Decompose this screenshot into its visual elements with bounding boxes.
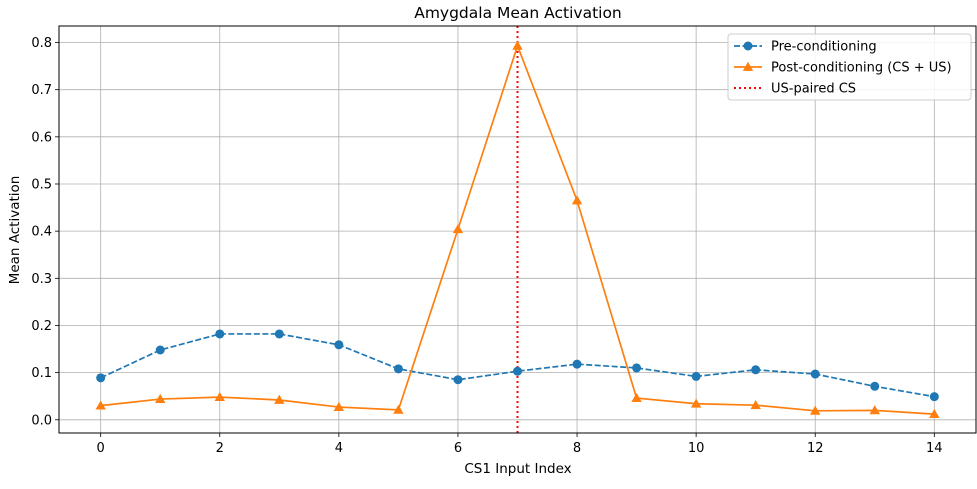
data-point (869, 405, 880, 415)
legend-marker (742, 61, 754, 71)
data-point (631, 392, 642, 403)
series-line (100, 333, 935, 398)
x-tick-label: 10 (688, 441, 705, 456)
data-point (929, 408, 940, 419)
data-point (810, 405, 821, 415)
legend-entry: US-paired CS (734, 82, 856, 97)
y-tick-label: 0.3 (31, 272, 52, 287)
data-point (452, 224, 464, 234)
data-point (512, 40, 523, 50)
y-tick-label: 0.7 (31, 83, 52, 98)
data-point (155, 393, 166, 403)
x-axis: 0 2 4 6 8 10 12 14 (97, 433, 943, 456)
data-point (393, 404, 404, 414)
legend-label: US-paired CS (771, 82, 856, 97)
x-axis-label: CS1 Input Index (464, 461, 571, 477)
x-tick-label: 4 (335, 441, 343, 456)
data-point (690, 398, 702, 408)
x-tick-label: 14 (926, 441, 943, 456)
y-axis: 0.0 0.1 0.2 0.3 0.4 0.5 0.6 0.7 0.8 (31, 36, 59, 428)
data-point (333, 401, 345, 411)
data-point (95, 400, 106, 410)
legend-box (727, 33, 972, 101)
series-pre-conditioning (96, 329, 939, 402)
data-point (155, 345, 165, 355)
y-tick-label: 0.0 (31, 413, 52, 428)
data-point (274, 394, 285, 404)
chart-title: Amygdala Mean Activation (414, 4, 622, 22)
data-point (929, 392, 939, 402)
x-tick-label: 0 (97, 441, 105, 456)
legend-entry: Post-conditioning (CS + US) (734, 61, 952, 76)
data-point (513, 366, 522, 376)
x-tick-label: 6 (454, 441, 462, 456)
y-tick-label: 0.1 (31, 366, 52, 381)
x-tick-label: 8 (573, 441, 581, 456)
y-tick-label: 0.5 (31, 177, 52, 192)
data-point (274, 329, 284, 339)
data-point (215, 329, 225, 339)
legend-label: Pre-conditioning (771, 40, 877, 55)
data-point (393, 364, 403, 374)
data-point (632, 363, 642, 373)
y-axis-label: Mean Activation (7, 176, 23, 285)
data-point (453, 375, 463, 385)
x-tick-label: 12 (807, 441, 824, 456)
data-point (691, 371, 701, 381)
legend-entry: Pre-conditioning (734, 40, 877, 55)
data-point (810, 369, 820, 379)
legend-label: Post-conditioning (CS + US) (771, 61, 952, 76)
data-point (96, 373, 106, 383)
y-tick-label: 0.2 (31, 319, 52, 334)
legend-marker (743, 41, 753, 51)
series-layer (95, 40, 940, 419)
legend: Pre-conditioning Post-conditioning (CS + … (727, 33, 972, 101)
x-tick-label: 2 (216, 441, 224, 456)
data-point (750, 399, 761, 410)
data-point (572, 359, 582, 369)
series-post-conditioning (95, 40, 940, 419)
data-point (571, 195, 583, 205)
y-tick-label: 0.8 (31, 36, 52, 51)
data-point (751, 365, 761, 375)
y-tick-label: 0.6 (31, 130, 52, 145)
data-point (334, 340, 344, 350)
data-point (870, 381, 880, 391)
axes-frame (58, 25, 977, 434)
data-point (214, 391, 225, 402)
y-tick-label: 0.4 (31, 225, 52, 240)
